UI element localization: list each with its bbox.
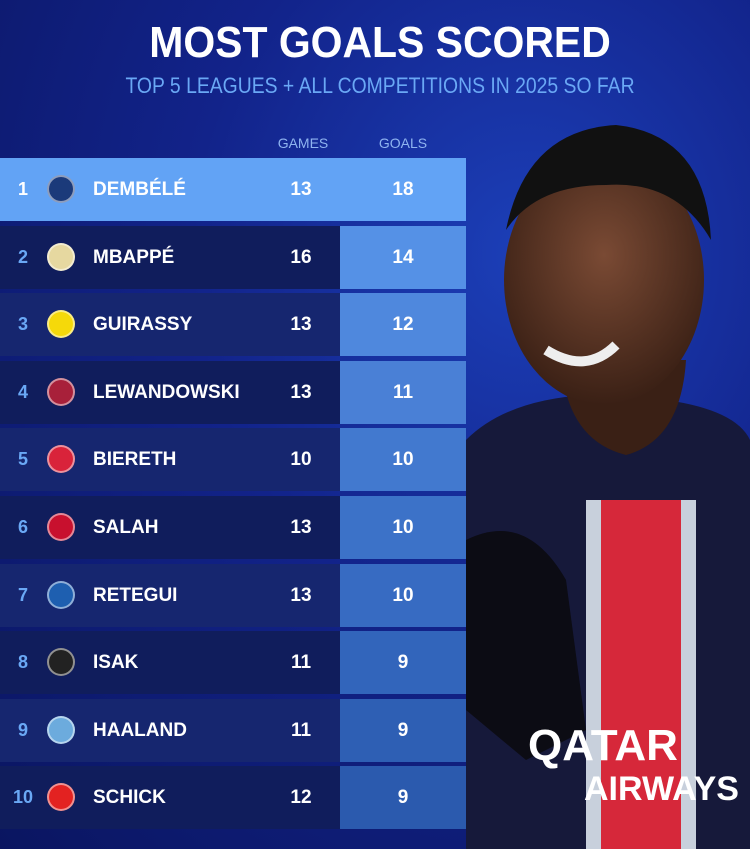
goals-bar [340, 360, 466, 424]
goals-bar [340, 766, 466, 830]
rank: 1 [17, 179, 28, 199]
atalanta-crest-icon [47, 580, 75, 609]
player-name: ISAK [93, 652, 139, 674]
games-value: 13 [290, 517, 312, 538]
real-madrid-crest-icon [47, 242, 75, 271]
leverkusen-crest-icon [47, 783, 75, 812]
rank: 4 [17, 381, 28, 402]
player-name: GUIRASSY [93, 314, 193, 336]
table-row: 10 SCHICK 12 9 [0, 766, 466, 830]
goals-bar [340, 428, 466, 492]
goals-value: 10 [392, 584, 414, 606]
header-goals: GOALS [378, 135, 428, 151]
header-games: GAMES [277, 135, 329, 151]
games-value: 16 [290, 246, 312, 268]
svg-text:QATAR: QATAR [528, 721, 678, 770]
player-name: LEWANDOWSKI [93, 381, 240, 403]
player-name: SCHICK [93, 787, 166, 809]
goals-value: 14 [392, 246, 414, 268]
rank: 10 [12, 787, 34, 808]
rank: 5 [17, 449, 28, 470]
goals-value: 9 [397, 652, 409, 674]
man-city-crest-icon [47, 715, 75, 744]
goals-bar [340, 631, 466, 695]
psg-crest-icon [47, 175, 75, 203]
goals-value: 9 [397, 787, 409, 809]
player-name: MBAPPÉ [93, 246, 175, 268]
goals-bar [340, 293, 466, 357]
rank: 7 [17, 584, 28, 605]
goals-bar [340, 496, 466, 559]
dortmund-crest-icon [47, 310, 75, 339]
rank: 8 [17, 652, 28, 673]
monaco-crest-icon [47, 445, 75, 474]
liverpool-crest-icon [47, 513, 75, 541]
goals-value: 10 [392, 517, 414, 538]
goals-bar [340, 698, 466, 762]
games-value: 10 [290, 449, 312, 471]
games-value: 13 [290, 381, 312, 403]
goals-value: 18 [392, 179, 414, 200]
rank: 6 [17, 517, 28, 537]
player-name: DEMBÉLÉ [93, 179, 186, 200]
player-name: BIERETH [93, 449, 177, 471]
barcelona-crest-icon [47, 377, 75, 406]
table-row: 1 DEMBÉLÉ 13 18 [0, 158, 466, 221]
goals-value: 11 [392, 381, 414, 403]
player-name: HAALAND [93, 719, 187, 741]
player-photo: QATAR AIRWAYS [466, 110, 750, 849]
goals-bar [340, 225, 466, 289]
table-row: 6 SALAH 13 10 [0, 496, 466, 559]
newcastle-crest-icon [47, 648, 75, 677]
table-row: 4 LEWANDOWSKI 13 11 [0, 360, 466, 424]
goals-value: 12 [392, 314, 414, 336]
games-value: 12 [290, 787, 312, 809]
table-row: 8 ISAK 11 9 [0, 631, 466, 695]
games-value: 13 [290, 314, 312, 336]
goals-value: 10 [392, 449, 414, 471]
table-row: 9 HAALAND 11 9 [0, 698, 466, 762]
svg-text:AIRWAYS: AIRWAYS [584, 770, 739, 808]
page-title: MOST GOALS SCORED [149, 18, 611, 67]
player-name: RETEGUI [93, 584, 178, 606]
goals-bar [340, 563, 466, 627]
table-row: 3 GUIRASSY 13 12 [0, 293, 466, 357]
rank: 3 [17, 314, 28, 335]
games-value: 13 [290, 179, 312, 200]
games-value: 13 [290, 584, 312, 606]
page-subtitle: TOP 5 LEAGUES + ALL COMPETITIONS IN 2025… [125, 73, 635, 98]
table-row: 2 MBAPPÉ 16 14 [0, 225, 466, 289]
games-value: 11 [290, 652, 312, 674]
player-name: SALAH [93, 517, 159, 538]
rank: 9 [17, 719, 28, 740]
table-row: 5 BIERETH 10 10 [0, 428, 466, 492]
table-row: 7 RETEGUI 13 10 [0, 563, 466, 627]
games-value: 11 [290, 719, 312, 741]
rank: 2 [17, 246, 28, 267]
goals-value: 9 [397, 719, 409, 741]
goals-bar [340, 158, 466, 221]
